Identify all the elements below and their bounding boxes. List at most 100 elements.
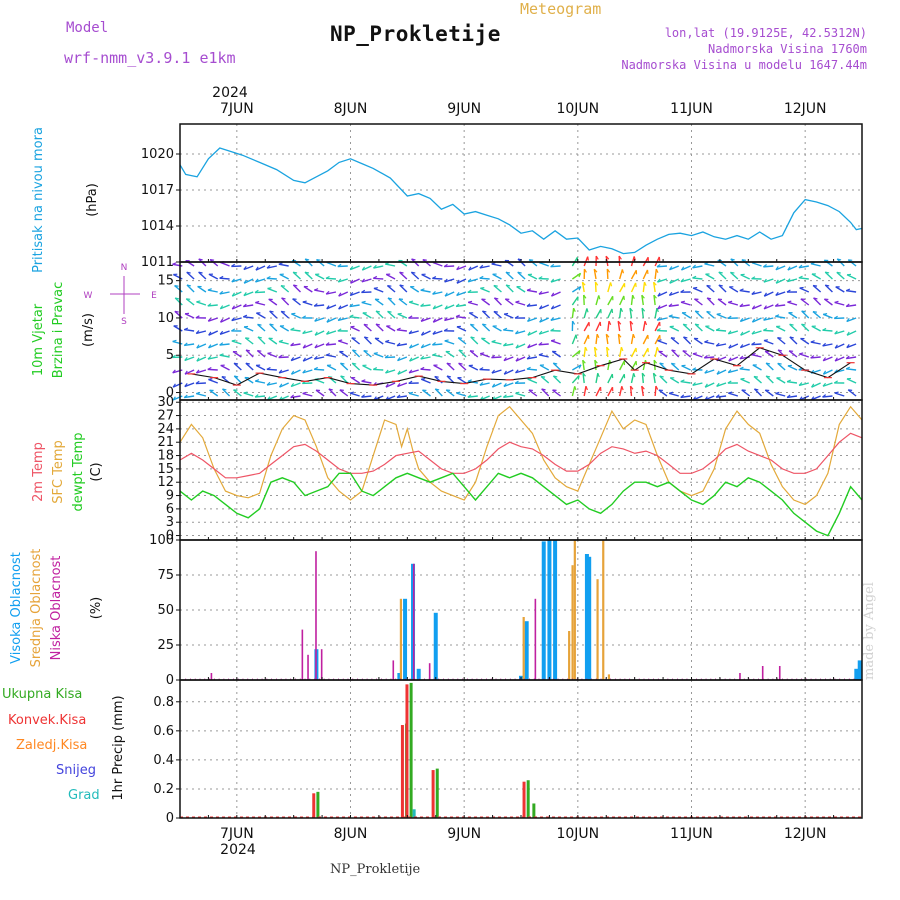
wind-barb-head xyxy=(350,279,354,284)
wind-barb-head xyxy=(408,391,414,394)
wind-barb xyxy=(692,287,703,293)
wind-barb-head xyxy=(718,271,723,274)
wind-barb xyxy=(551,304,561,310)
wind-barb-head xyxy=(527,331,531,336)
wind-barb-head xyxy=(751,318,756,323)
wind-barb-head xyxy=(777,337,782,339)
wind-barb xyxy=(503,382,514,388)
wind-barb xyxy=(751,291,762,296)
wind-barb xyxy=(396,343,407,347)
cloud-bar xyxy=(315,551,317,680)
bottom-day-label: 12JUN xyxy=(784,826,827,842)
wind-barb-head xyxy=(789,336,794,339)
wind-barb xyxy=(618,307,622,319)
wind-barb xyxy=(480,395,490,401)
wind-barb xyxy=(718,284,727,293)
precip-bar xyxy=(435,768,439,818)
wind-barb-head xyxy=(609,359,612,365)
wind-barb-head xyxy=(183,394,188,399)
wind-barb xyxy=(641,386,644,397)
pressure-unit: (hPa) xyxy=(85,183,100,217)
wind-barb xyxy=(798,277,809,280)
wind-barb xyxy=(681,312,691,319)
wind-barb xyxy=(432,354,443,358)
wind-barb xyxy=(326,364,337,371)
wind-barb xyxy=(595,295,600,306)
wind-barb xyxy=(243,304,254,308)
wind-barb xyxy=(788,312,798,319)
pressure-panel-frame xyxy=(179,123,863,263)
wind-barb xyxy=(752,304,762,310)
wind-barb xyxy=(326,304,337,310)
wind-barb-head xyxy=(313,303,318,307)
wind-barb xyxy=(243,326,254,332)
wind-barb-head xyxy=(338,305,342,310)
wind-barb-head xyxy=(655,385,659,390)
wind-barb-head xyxy=(692,352,697,355)
wind-barb-head xyxy=(503,342,507,347)
wind-barb-head xyxy=(541,375,546,378)
wind-barb-head xyxy=(503,357,507,362)
wind-barb xyxy=(526,368,537,371)
wind-barb xyxy=(682,336,692,345)
cloud-bar xyxy=(587,556,592,680)
wind-barb xyxy=(340,375,349,384)
wind-barb-head xyxy=(845,288,851,292)
wind-barb-head xyxy=(314,344,318,349)
wind-barb xyxy=(787,278,798,283)
temp-tick-label: 3 xyxy=(166,515,174,530)
wind-barb-head xyxy=(683,323,688,326)
wind-barb-head xyxy=(172,262,177,265)
wind-barb-head xyxy=(456,391,461,394)
wind-barb-head xyxy=(281,297,286,300)
wind-barb xyxy=(505,284,514,293)
wind-barb xyxy=(765,375,774,384)
coords-label: lon,lat (19.9125E, 42.5312N) xyxy=(664,26,867,40)
temp-dew-label: dewpt Temp xyxy=(71,432,86,511)
precip-total-label: Ukupna Kisa xyxy=(2,687,82,702)
wind-barb-head xyxy=(553,362,558,365)
wind-barb-head xyxy=(515,300,520,303)
wind-barb-head xyxy=(316,258,321,261)
wind-barb xyxy=(729,271,739,280)
wind-barb xyxy=(669,377,680,384)
cloud-bar xyxy=(607,674,611,680)
wind-barb-head xyxy=(578,350,581,355)
wind-barb xyxy=(456,326,467,332)
wind-barb xyxy=(786,395,798,399)
wind-barb-head xyxy=(326,318,330,323)
wind-barb xyxy=(292,284,301,293)
wind-barb xyxy=(763,278,774,283)
wind-barb xyxy=(373,368,384,371)
wind-barb-head xyxy=(582,372,586,377)
wind-barb xyxy=(671,349,680,358)
wind-barb-head xyxy=(444,278,448,283)
wind-barb-head xyxy=(585,385,588,391)
wind-barb xyxy=(751,353,762,358)
bottom-year-label: 2024 xyxy=(220,842,256,858)
wind-barb xyxy=(244,376,254,384)
wind-barb-head xyxy=(715,394,720,398)
wind-barb xyxy=(811,395,821,401)
wind-barb xyxy=(751,343,762,346)
wind-barb xyxy=(351,362,361,371)
wind-barb-field xyxy=(171,255,857,401)
wind-barb xyxy=(481,298,491,306)
wind-barb-head xyxy=(550,328,555,332)
wind-barb-head xyxy=(411,258,416,261)
wind-barb-head xyxy=(207,317,212,322)
wind-barb xyxy=(268,337,278,345)
wind-barb-head xyxy=(172,383,176,388)
wind-barb xyxy=(349,291,360,297)
wind-barb-head xyxy=(680,300,686,303)
wind-barb xyxy=(654,347,658,358)
wind-barb-head xyxy=(505,271,511,274)
precip-bar xyxy=(431,770,435,818)
wind-barb xyxy=(775,304,786,307)
wind-barb xyxy=(571,272,581,280)
wind-barb xyxy=(267,352,278,358)
wind-barb-head xyxy=(293,284,298,287)
wind-barb xyxy=(231,291,242,297)
wind-barb xyxy=(653,294,656,306)
wind-barb-head xyxy=(278,262,283,265)
